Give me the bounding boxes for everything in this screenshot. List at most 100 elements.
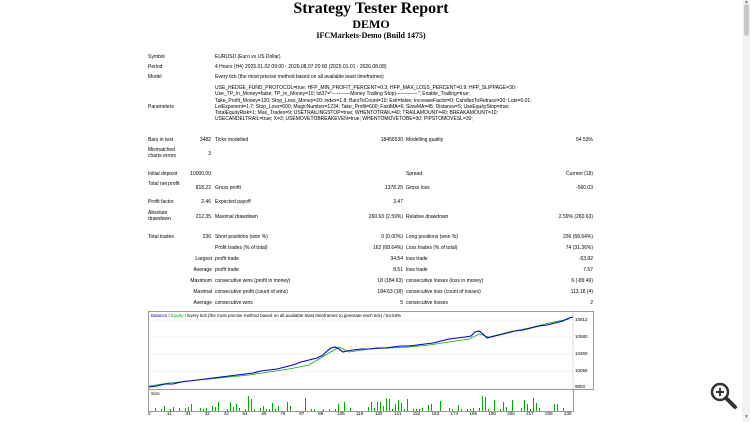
scroll-down-icon[interactable]: ▼ [744,414,749,420]
stat-label: profit trade [215,267,239,273]
volume-bar [305,398,306,411]
volume-bar [236,404,237,411]
y-tick: 10580 [575,334,588,339]
volume-bar [389,399,390,411]
stat-value: 184.63 (18) [377,289,403,295]
volume-bars [155,396,564,411]
gross-profit-value: 1378.25 [384,185,403,191]
equity-line [149,318,570,387]
volume-bar [179,408,180,411]
server-build: IFCMarkets-Demo (Build 1475) [316,31,426,40]
balance-chart-svg [149,312,574,389]
stat-value: 18 (184.63) [377,278,403,284]
volume-bar [419,409,420,411]
volume-bar [512,400,513,411]
volume-bar [452,409,453,411]
chart-grid [149,319,573,389]
ticks-label: Ticks modelled [215,137,249,143]
volume-bar [383,406,384,411]
volume-bar [263,406,264,411]
scroll-thumb[interactable] [744,4,749,36]
parameter-line: Take_Profit_Money=120; Stop_Loss_Money=2… [215,97,532,104]
volume-bar [329,409,330,411]
ticks-value: 18456530 [380,137,403,143]
gross-loss-label: Gross loss [406,185,430,191]
volume-bar [170,409,171,411]
x-tick: 239 [564,411,572,416]
volume-bar [431,404,432,411]
bars-value: 3482 [199,137,211,143]
chart-legend: Balance / Equity / Every tick (the most … [151,313,401,318]
vertical-scrollbar[interactable]: ▲ ▼ [742,0,750,422]
legend-separator: / [167,313,172,318]
scroll-up-icon[interactable]: ▲ [744,0,749,5]
volume-bar [230,402,231,411]
volume-bar [527,404,528,411]
volume-bar [215,407,216,411]
parameter-line: USE_HEDGE_FUND_PROTOCOL=true; HFP_MIN_PR… [215,85,517,91]
model-label: Model [148,74,162,80]
long-positions-value: 236 (68.64%) [562,234,593,240]
volume-bar [422,408,423,411]
volume-chart: Size [148,389,574,412]
stat-label: loss trade [406,256,428,262]
total-trades-label: Total trades [148,234,174,240]
relative-drawdown-label: Relative drawdown [406,214,449,220]
stat-kind: Average [193,267,212,273]
volume-bar [407,399,408,411]
stat-value: 5 [400,300,403,306]
symbol-label: Symbol [148,54,165,60]
volume-bar [536,403,537,411]
stat-label: consecutive losses [406,300,448,306]
stat-kind: Maximum [190,278,212,284]
volume-bar [524,400,525,411]
volume-bar [173,407,174,411]
period-label: Period [148,64,163,70]
volume-bar [401,403,402,411]
volume-bar [203,409,204,411]
long-positions-label: Long positions (won %) [406,234,458,240]
volume-bar [212,406,213,411]
volume-bar [338,404,339,411]
volume-bar [485,397,486,411]
gross-loss-value: -560.03 [576,185,593,191]
volume-bar [554,404,555,411]
stat-value: 8.51 [393,267,403,273]
x-tick: 206 [507,411,515,416]
volume-bar [557,404,558,411]
stat-value: 34.54 [390,256,403,262]
profit-factor-label: Profit factor [148,199,174,205]
legend-equity: Equity [171,313,184,318]
total-trades-value: 236 [202,234,211,240]
parameter-line: Use_TP_In_Money=false; TP_In_Money=10; t… [215,91,470,98]
stat-value: 7.57 [583,267,593,273]
volume-label: Size [151,391,160,396]
volume-bar [473,408,474,411]
absolute-drawdown-value: 212.35 [195,214,211,220]
stat-label: consecutive wins (profit in money) [215,278,291,284]
volume-bar [395,404,396,411]
zoom-in-icon[interactable] [708,380,738,410]
x-tick: 43 [223,411,229,416]
mismatch-value: 3 [208,151,211,157]
legend-balance: Balance [151,313,168,318]
x-tick: 174 [450,411,459,416]
spread-value: Current (18) [566,171,593,177]
x-tick: 54 [242,411,248,416]
volume-bar [506,407,507,411]
stat-value: 6 (-89.49) [571,278,593,284]
balance-line [149,316,574,388]
volume-bar [272,403,273,411]
volume-bar [368,407,369,411]
relative-drawdown-value: 2.59% (260.63) [558,214,593,220]
symbol-value: EURUSD (Euro vs US Dollar) [215,54,281,60]
spread-label: Spread [406,171,423,177]
volume-bar [155,408,156,411]
volume-bar [227,409,228,411]
short-positions-value: 0 (0.00%) [381,234,403,240]
stat-value: 2 [590,300,593,306]
stat-label: loss trade [406,267,428,273]
volume-bar [374,408,375,411]
volume-bar [269,409,270,411]
volume-bar [164,406,165,411]
